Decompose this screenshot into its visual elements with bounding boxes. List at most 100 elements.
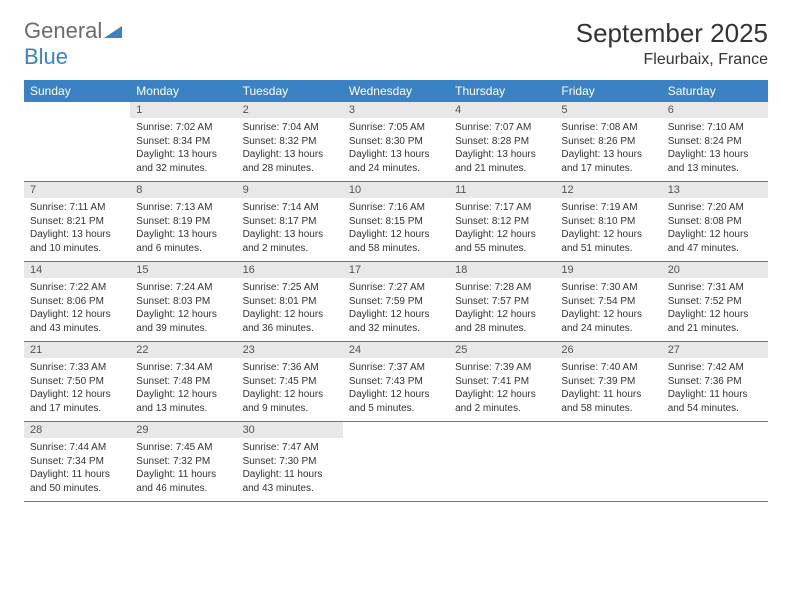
sunset-line: Sunset: 8:01 PM	[243, 295, 337, 309]
day-body: Sunrise: 7:11 AMSunset: 8:21 PMDaylight:…	[24, 198, 130, 261]
calendar-cell: 20Sunrise: 7:31 AMSunset: 7:52 PMDayligh…	[662, 262, 768, 342]
daylight-line: Daylight: 12 hours and 32 minutes.	[349, 308, 443, 335]
sunrise-line: Sunrise: 7:02 AM	[136, 121, 230, 135]
sunrise-line: Sunrise: 7:47 AM	[243, 441, 337, 455]
daylight-line: Daylight: 12 hours and 43 minutes.	[30, 308, 124, 335]
calendar-cell: 15Sunrise: 7:24 AMSunset: 8:03 PMDayligh…	[130, 262, 236, 342]
day-body: Sunrise: 7:19 AMSunset: 8:10 PMDaylight:…	[555, 198, 661, 261]
header: General Blue September 2025 Fleurbaix, F…	[24, 18, 768, 70]
daylight-line: Daylight: 13 hours and 21 minutes.	[455, 148, 549, 175]
sunrise-line: Sunrise: 7:39 AM	[455, 361, 549, 375]
calendar-cell: 9Sunrise: 7:14 AMSunset: 8:17 PMDaylight…	[237, 182, 343, 262]
day-body: Sunrise: 7:39 AMSunset: 7:41 PMDaylight:…	[449, 358, 555, 421]
sunset-line: Sunset: 7:50 PM	[30, 375, 124, 389]
sunrise-line: Sunrise: 7:22 AM	[30, 281, 124, 295]
calendar-cell: 10Sunrise: 7:16 AMSunset: 8:15 PMDayligh…	[343, 182, 449, 262]
day-number: 21	[24, 342, 130, 358]
sunrise-line: Sunrise: 7:11 AM	[30, 201, 124, 215]
sunrise-line: Sunrise: 7:40 AM	[561, 361, 655, 375]
day-body	[343, 438, 449, 494]
sunrise-line: Sunrise: 7:30 AM	[561, 281, 655, 295]
daylight-line: Daylight: 11 hours and 50 minutes.	[30, 468, 124, 495]
day-number: 19	[555, 262, 661, 278]
calendar-cell: 30Sunrise: 7:47 AMSunset: 7:30 PMDayligh…	[237, 422, 343, 502]
day-number: 3	[343, 102, 449, 118]
day-body	[449, 438, 555, 494]
day-body: Sunrise: 7:14 AMSunset: 8:17 PMDaylight:…	[237, 198, 343, 261]
calendar-cell: 16Sunrise: 7:25 AMSunset: 8:01 PMDayligh…	[237, 262, 343, 342]
calendar-cell: 22Sunrise: 7:34 AMSunset: 7:48 PMDayligh…	[130, 342, 236, 422]
daylight-line: Daylight: 12 hours and 9 minutes.	[243, 388, 337, 415]
sunrise-line: Sunrise: 7:20 AM	[668, 201, 762, 215]
day-number: 17	[343, 262, 449, 278]
day-body: Sunrise: 7:44 AMSunset: 7:34 PMDaylight:…	[24, 438, 130, 501]
daylight-line: Daylight: 12 hours and 28 minutes.	[455, 308, 549, 335]
calendar-cell	[343, 422, 449, 502]
daylight-line: Daylight: 11 hours and 46 minutes.	[136, 468, 230, 495]
day-body: Sunrise: 7:31 AMSunset: 7:52 PMDaylight:…	[662, 278, 768, 341]
day-number: 22	[130, 342, 236, 358]
day-body: Sunrise: 7:45 AMSunset: 7:32 PMDaylight:…	[130, 438, 236, 501]
daylight-line: Daylight: 12 hours and 13 minutes.	[136, 388, 230, 415]
daylight-line: Daylight: 12 hours and 24 minutes.	[561, 308, 655, 335]
sunset-line: Sunset: 7:32 PM	[136, 455, 230, 469]
sunset-line: Sunset: 8:30 PM	[349, 135, 443, 149]
sunrise-line: Sunrise: 7:17 AM	[455, 201, 549, 215]
day-header: Friday	[555, 80, 661, 102]
day-number: 9	[237, 182, 343, 198]
calendar-cell	[662, 422, 768, 502]
calendar-cell: 21Sunrise: 7:33 AMSunset: 7:50 PMDayligh…	[24, 342, 130, 422]
daylight-line: Daylight: 12 hours and 58 minutes.	[349, 228, 443, 255]
sunset-line: Sunset: 7:39 PM	[561, 375, 655, 389]
day-number: 1	[130, 102, 236, 118]
calendar-cell	[449, 422, 555, 502]
day-body: Sunrise: 7:30 AMSunset: 7:54 PMDaylight:…	[555, 278, 661, 341]
sunrise-line: Sunrise: 7:31 AM	[668, 281, 762, 295]
sunrise-line: Sunrise: 7:14 AM	[243, 201, 337, 215]
sunrise-line: Sunrise: 7:42 AM	[668, 361, 762, 375]
day-number	[343, 422, 449, 438]
day-number	[24, 102, 130, 118]
day-header: Saturday	[662, 80, 768, 102]
day-number: 24	[343, 342, 449, 358]
sunset-line: Sunset: 8:34 PM	[136, 135, 230, 149]
calendar-cell: 28Sunrise: 7:44 AMSunset: 7:34 PMDayligh…	[24, 422, 130, 502]
day-body: Sunrise: 7:08 AMSunset: 8:26 PMDaylight:…	[555, 118, 661, 181]
day-number: 10	[343, 182, 449, 198]
sunset-line: Sunset: 8:28 PM	[455, 135, 549, 149]
daylight-line: Daylight: 13 hours and 32 minutes.	[136, 148, 230, 175]
day-number: 13	[662, 182, 768, 198]
day-number: 14	[24, 262, 130, 278]
sunset-line: Sunset: 7:43 PM	[349, 375, 443, 389]
sunrise-line: Sunrise: 7:08 AM	[561, 121, 655, 135]
logo-triangle-icon	[104, 18, 122, 44]
calendar-cell: 23Sunrise: 7:36 AMSunset: 7:45 PMDayligh…	[237, 342, 343, 422]
calendar-row: 21Sunrise: 7:33 AMSunset: 7:50 PMDayligh…	[24, 342, 768, 422]
day-header: Tuesday	[237, 80, 343, 102]
day-number: 29	[130, 422, 236, 438]
calendar-cell	[24, 102, 130, 182]
daylight-line: Daylight: 13 hours and 28 minutes.	[243, 148, 337, 175]
day-number: 20	[662, 262, 768, 278]
sunset-line: Sunset: 7:30 PM	[243, 455, 337, 469]
calendar: SundayMondayTuesdayWednesdayThursdayFrid…	[24, 80, 768, 502]
calendar-cell: 25Sunrise: 7:39 AMSunset: 7:41 PMDayligh…	[449, 342, 555, 422]
calendar-cell: 13Sunrise: 7:20 AMSunset: 8:08 PMDayligh…	[662, 182, 768, 262]
calendar-cell: 7Sunrise: 7:11 AMSunset: 8:21 PMDaylight…	[24, 182, 130, 262]
sunset-line: Sunset: 8:32 PM	[243, 135, 337, 149]
day-body: Sunrise: 7:07 AMSunset: 8:28 PMDaylight:…	[449, 118, 555, 181]
day-body: Sunrise: 7:47 AMSunset: 7:30 PMDaylight:…	[237, 438, 343, 501]
daylight-line: Daylight: 12 hours and 55 minutes.	[455, 228, 549, 255]
sunset-line: Sunset: 8:17 PM	[243, 215, 337, 229]
sunset-line: Sunset: 8:03 PM	[136, 295, 230, 309]
calendar-row: 1Sunrise: 7:02 AMSunset: 8:34 PMDaylight…	[24, 102, 768, 182]
day-body: Sunrise: 7:22 AMSunset: 8:06 PMDaylight:…	[24, 278, 130, 341]
sunset-line: Sunset: 8:26 PM	[561, 135, 655, 149]
day-body	[24, 118, 130, 174]
day-body: Sunrise: 7:37 AMSunset: 7:43 PMDaylight:…	[343, 358, 449, 421]
day-header: Monday	[130, 80, 236, 102]
sunrise-line: Sunrise: 7:44 AM	[30, 441, 124, 455]
calendar-cell: 17Sunrise: 7:27 AMSunset: 7:59 PMDayligh…	[343, 262, 449, 342]
sunset-line: Sunset: 7:34 PM	[30, 455, 124, 469]
day-header: Thursday	[449, 80, 555, 102]
